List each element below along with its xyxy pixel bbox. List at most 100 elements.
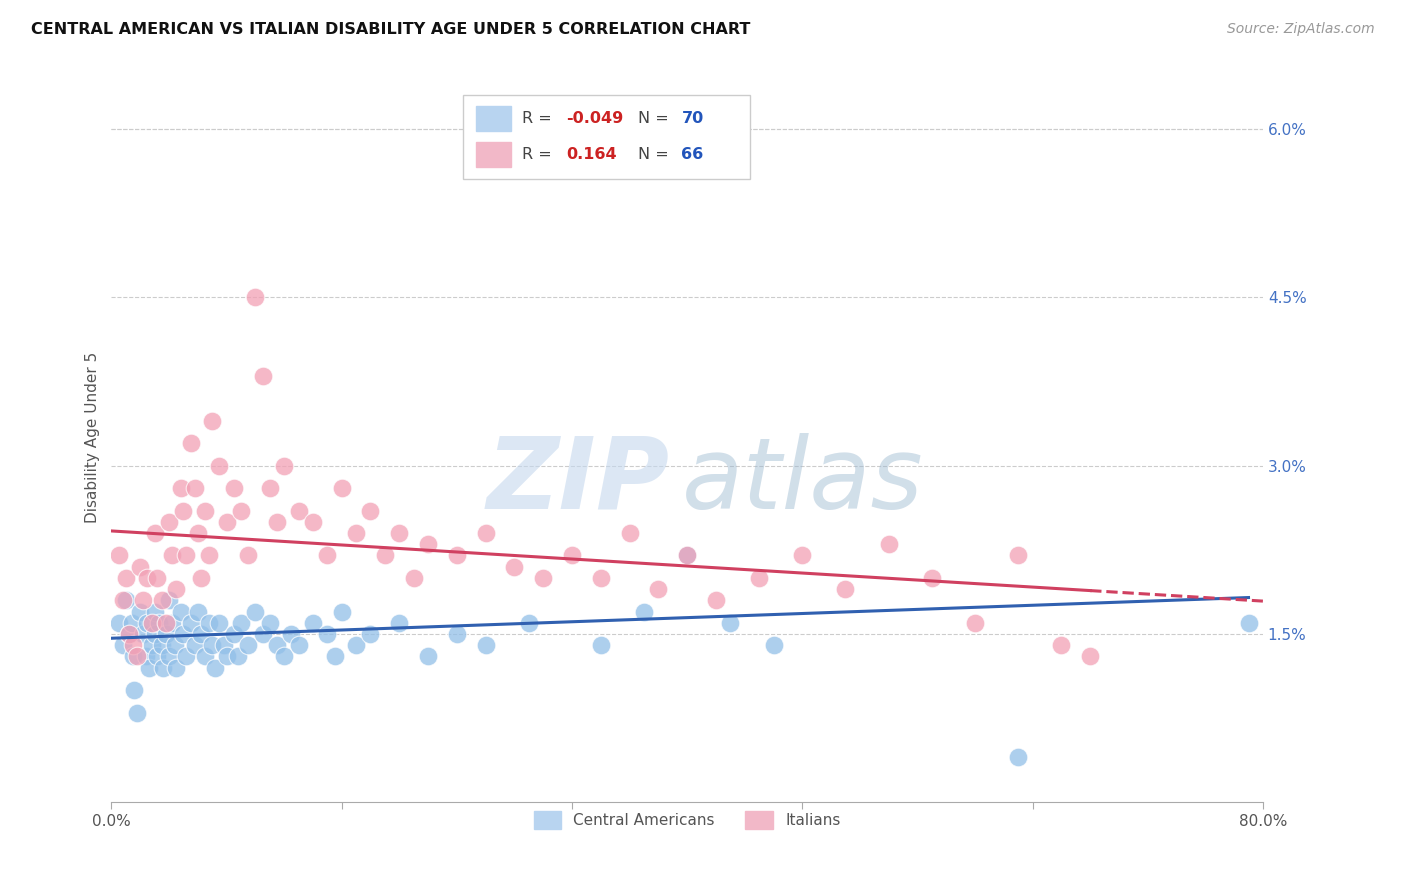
- Text: R =: R =: [523, 147, 557, 162]
- Point: [194, 649, 217, 664]
- Point: [388, 615, 411, 630]
- Point: [111, 593, 134, 607]
- Point: [273, 458, 295, 473]
- Text: N =: N =: [638, 147, 673, 162]
- Point: [136, 615, 159, 630]
- Point: [157, 515, 180, 529]
- Point: [388, 526, 411, 541]
- Point: [921, 571, 943, 585]
- Point: [222, 627, 245, 641]
- Point: [316, 627, 339, 641]
- Point: [323, 649, 346, 664]
- Point: [107, 615, 129, 630]
- Point: [259, 615, 281, 630]
- Legend: Central Americans, Italians: Central Americans, Italians: [527, 805, 846, 835]
- Point: [360, 627, 382, 641]
- Point: [135, 649, 157, 664]
- Point: [190, 627, 212, 641]
- Point: [107, 549, 129, 563]
- Point: [280, 627, 302, 641]
- Point: [589, 638, 612, 652]
- Point: [252, 368, 274, 383]
- Text: 66: 66: [682, 147, 703, 162]
- Point: [157, 593, 180, 607]
- Point: [252, 627, 274, 641]
- Point: [184, 481, 207, 495]
- Point: [114, 593, 136, 607]
- Point: [633, 605, 655, 619]
- Point: [1050, 638, 1073, 652]
- Text: R =: R =: [523, 111, 557, 126]
- Point: [229, 615, 252, 630]
- Point: [1078, 649, 1101, 664]
- Point: [589, 571, 612, 585]
- Point: [118, 627, 141, 641]
- Point: [198, 615, 221, 630]
- Point: [547, 155, 569, 169]
- Point: [152, 660, 174, 674]
- Point: [647, 582, 669, 596]
- Point: [226, 649, 249, 664]
- Point: [344, 526, 367, 541]
- Point: [127, 649, 149, 664]
- Text: atlas: atlas: [682, 433, 922, 530]
- Point: [155, 627, 177, 641]
- Point: [155, 615, 177, 630]
- Point: [877, 537, 900, 551]
- Point: [561, 549, 583, 563]
- Point: [474, 526, 496, 541]
- Point: [141, 638, 163, 652]
- Point: [360, 503, 382, 517]
- Point: [201, 414, 224, 428]
- Point: [208, 458, 231, 473]
- Point: [129, 559, 152, 574]
- Point: [402, 571, 425, 585]
- Point: [138, 660, 160, 674]
- Point: [416, 537, 439, 551]
- Point: [517, 615, 540, 630]
- Point: [302, 515, 325, 529]
- Point: [266, 515, 288, 529]
- Point: [1007, 750, 1029, 764]
- Point: [160, 615, 183, 630]
- Point: [474, 638, 496, 652]
- Point: [174, 649, 197, 664]
- Point: [114, 571, 136, 585]
- Point: [129, 605, 152, 619]
- Point: [122, 649, 145, 664]
- Point: [374, 549, 396, 563]
- Point: [204, 660, 226, 674]
- Point: [201, 638, 224, 652]
- Point: [198, 549, 221, 563]
- Point: [184, 638, 207, 652]
- Point: [132, 593, 155, 607]
- Bar: [463, 95, 751, 178]
- Point: [208, 615, 231, 630]
- Text: ZIP: ZIP: [486, 433, 669, 530]
- Point: [963, 615, 986, 630]
- Point: [236, 638, 259, 652]
- Point: [287, 503, 309, 517]
- Point: [1237, 615, 1260, 630]
- Point: [503, 559, 526, 574]
- Point: [194, 503, 217, 517]
- Point: [143, 627, 166, 641]
- Point: [718, 615, 741, 630]
- Text: 0.164: 0.164: [567, 147, 617, 162]
- Point: [834, 582, 856, 596]
- Point: [446, 627, 468, 641]
- Point: [190, 571, 212, 585]
- Point: [172, 503, 194, 517]
- Text: Source: ZipAtlas.com: Source: ZipAtlas.com: [1227, 22, 1375, 37]
- Point: [344, 638, 367, 652]
- Text: -0.049: -0.049: [567, 111, 623, 126]
- Point: [146, 649, 169, 664]
- Point: [148, 615, 170, 630]
- Point: [169, 605, 191, 619]
- Point: [165, 582, 187, 596]
- Point: [180, 615, 202, 630]
- Point: [619, 526, 641, 541]
- Point: [121, 615, 143, 630]
- Point: [150, 638, 173, 652]
- Point: [143, 526, 166, 541]
